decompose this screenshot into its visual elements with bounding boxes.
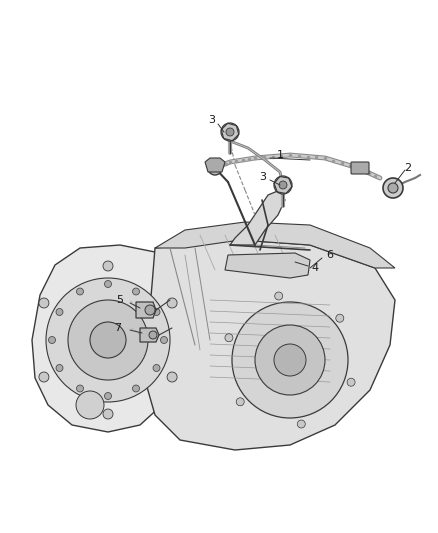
Circle shape <box>347 378 355 386</box>
Circle shape <box>145 305 155 315</box>
Polygon shape <box>230 190 285 245</box>
Circle shape <box>275 292 283 300</box>
Circle shape <box>167 372 177 382</box>
Text: 3: 3 <box>259 172 266 182</box>
Circle shape <box>133 385 139 392</box>
Text: 1: 1 <box>276 150 283 160</box>
Polygon shape <box>155 222 395 268</box>
Circle shape <box>279 181 287 189</box>
Circle shape <box>274 344 306 376</box>
FancyBboxPatch shape <box>351 162 369 174</box>
Circle shape <box>221 123 239 141</box>
Circle shape <box>77 288 84 295</box>
Circle shape <box>225 334 233 342</box>
Polygon shape <box>205 158 225 172</box>
Text: 2: 2 <box>404 163 412 173</box>
Circle shape <box>383 178 403 198</box>
Circle shape <box>105 392 112 400</box>
Circle shape <box>90 322 126 358</box>
Circle shape <box>105 280 112 287</box>
Circle shape <box>133 288 139 295</box>
Circle shape <box>49 336 56 343</box>
Circle shape <box>153 365 160 372</box>
Circle shape <box>297 420 305 428</box>
Text: 3: 3 <box>208 115 215 125</box>
Circle shape <box>68 300 148 380</box>
Polygon shape <box>145 240 395 450</box>
Polygon shape <box>136 302 156 318</box>
Circle shape <box>56 365 63 372</box>
Circle shape <box>236 398 244 406</box>
Text: 6: 6 <box>326 250 333 260</box>
Circle shape <box>388 183 398 193</box>
Circle shape <box>39 298 49 308</box>
Circle shape <box>232 302 348 418</box>
Circle shape <box>39 372 49 382</box>
Circle shape <box>274 176 292 194</box>
Polygon shape <box>32 245 185 432</box>
Circle shape <box>77 385 84 392</box>
Circle shape <box>160 336 167 343</box>
Polygon shape <box>140 328 159 342</box>
Circle shape <box>76 391 104 419</box>
Circle shape <box>149 331 157 339</box>
Circle shape <box>46 278 170 402</box>
Circle shape <box>208 161 222 175</box>
Circle shape <box>167 298 177 308</box>
Text: 7: 7 <box>114 323 122 333</box>
Circle shape <box>153 309 160 316</box>
Circle shape <box>103 261 113 271</box>
Text: 5: 5 <box>117 295 124 305</box>
Polygon shape <box>225 253 310 278</box>
Circle shape <box>255 325 325 395</box>
Circle shape <box>103 409 113 419</box>
Circle shape <box>56 309 63 316</box>
Circle shape <box>226 128 234 136</box>
Text: 4: 4 <box>311 263 318 273</box>
Circle shape <box>336 314 344 322</box>
